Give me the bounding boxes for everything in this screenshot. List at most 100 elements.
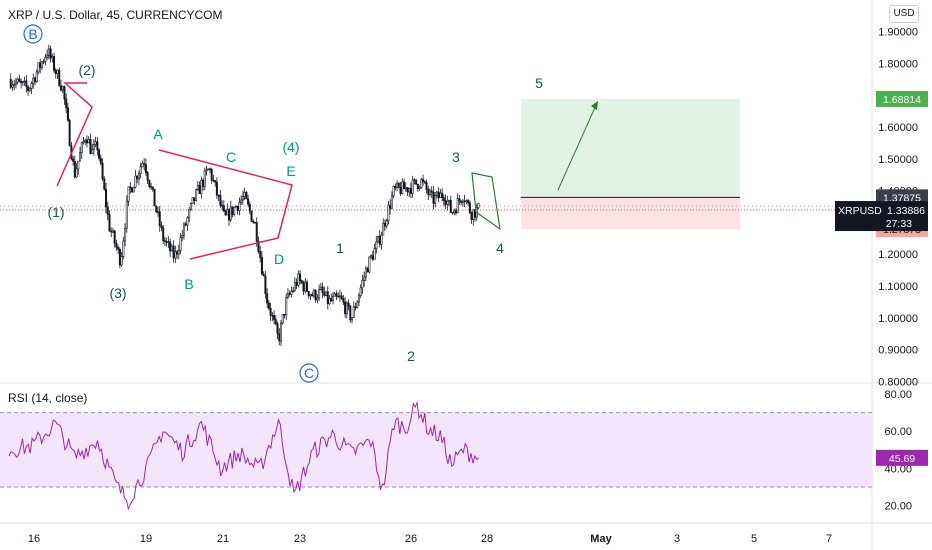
candle-body <box>228 209 231 221</box>
candle-body <box>170 245 173 252</box>
candle-body <box>174 251 177 259</box>
candle-body <box>454 210 457 214</box>
currency-button[interactable]: USD <box>889 5 919 23</box>
candle-body <box>427 189 430 195</box>
target-label: 1.68814 <box>883 94 921 106</box>
candle-body <box>463 200 466 203</box>
candle-body <box>465 200 468 202</box>
candle-body <box>325 291 328 296</box>
time-tick: 19 <box>140 533 152 545</box>
wave-label: A <box>153 126 163 142</box>
candle-body <box>425 181 428 190</box>
candle-body <box>203 170 206 187</box>
candle-body <box>439 192 442 198</box>
candle-body <box>84 139 87 142</box>
candle-body <box>163 240 166 242</box>
candle-body <box>189 203 192 210</box>
candle-body <box>403 181 406 190</box>
candle-body <box>392 186 395 197</box>
candle-body <box>401 181 404 195</box>
candle-body <box>451 212 454 214</box>
candle-body <box>399 187 402 195</box>
candle-body <box>408 188 411 193</box>
candles <box>9 44 480 347</box>
candle-body <box>347 302 350 307</box>
candle-body <box>153 188 156 207</box>
candle-body <box>49 48 52 59</box>
candle-body <box>13 84 16 86</box>
candle-body <box>205 169 208 172</box>
candle-body <box>196 185 199 190</box>
candle-body <box>305 281 308 292</box>
candle-body <box>47 48 50 56</box>
candle-body <box>23 80 26 83</box>
price-tick: 1.90000 <box>878 27 918 39</box>
candle-body <box>118 249 121 266</box>
candle-body <box>390 195 393 209</box>
candle-body <box>389 204 392 209</box>
candle-body <box>148 179 151 187</box>
candle-body <box>214 180 217 183</box>
candle-body <box>94 141 97 145</box>
candle-body <box>283 314 286 316</box>
candle-body <box>397 182 400 188</box>
candle-body <box>442 197 445 201</box>
candle-body <box>314 290 317 301</box>
candle-body <box>250 210 253 222</box>
candle-body <box>446 200 449 205</box>
wave-label: C <box>304 365 314 381</box>
candle-body <box>231 206 234 215</box>
candle-body <box>312 290 315 297</box>
candle-body <box>404 187 407 190</box>
candle-body <box>364 268 367 278</box>
candle-body <box>125 200 128 229</box>
candle-body <box>413 179 416 181</box>
candle-body <box>44 56 47 62</box>
candle-body <box>241 196 244 201</box>
candle-body <box>449 199 452 213</box>
candle-body <box>20 81 23 83</box>
time-tick: 23 <box>294 533 306 545</box>
candle-body <box>335 293 338 297</box>
candle-body <box>248 203 251 212</box>
candle-body <box>352 306 355 318</box>
wave-label: (2) <box>78 62 95 78</box>
candle-body <box>110 230 113 233</box>
price-tick: 1.20000 <box>878 249 918 261</box>
wave-label: B <box>184 276 193 292</box>
candle-body <box>333 293 336 297</box>
target-label-bg <box>876 90 928 107</box>
candle-body <box>51 56 54 59</box>
rsi-line <box>8 400 480 511</box>
candle-body <box>383 222 386 227</box>
candle-body <box>233 206 236 215</box>
candle-body <box>65 98 68 108</box>
candle-body <box>444 200 447 205</box>
candle-body <box>278 333 281 342</box>
time-tick: May <box>590 533 612 545</box>
candle-body <box>115 242 118 248</box>
candle-body <box>129 186 132 189</box>
candle-body <box>382 222 385 236</box>
wave-2-triangle <box>56 82 93 187</box>
candle-body <box>72 158 75 162</box>
candle-body <box>87 138 90 144</box>
candle-body <box>46 54 49 58</box>
current-price-box <box>835 201 928 232</box>
candle-body <box>274 319 277 324</box>
candle-body <box>122 240 125 257</box>
candle-body <box>418 186 421 189</box>
candle-body <box>321 286 324 294</box>
time-tick: 21 <box>217 533 229 545</box>
candle-body <box>158 211 161 226</box>
candle-body <box>420 179 423 188</box>
candle-body <box>98 149 101 159</box>
candle-body <box>25 80 28 88</box>
candle-body <box>377 235 380 243</box>
wave-label: 2 <box>407 348 415 364</box>
candle-body <box>385 220 388 227</box>
candle-body <box>111 230 114 233</box>
candle-body <box>349 306 352 321</box>
candle-body <box>299 273 302 281</box>
